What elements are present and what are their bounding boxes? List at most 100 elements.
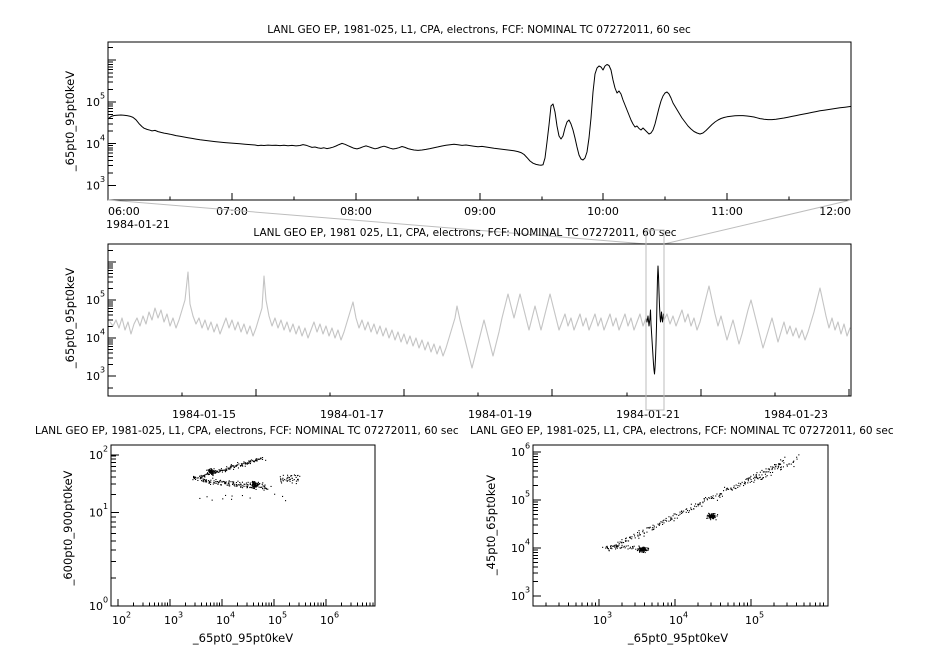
scatter-point <box>249 483 251 485</box>
scatter-point <box>796 458 798 460</box>
ytick-exponent: 5 <box>100 290 105 299</box>
scatter-point <box>703 500 705 502</box>
scatter-point <box>759 471 761 473</box>
scatter-point <box>765 476 767 478</box>
scatter-point <box>621 541 623 543</box>
scatter-point <box>643 549 645 551</box>
scatter-point <box>758 474 760 476</box>
scatter-point <box>206 473 208 475</box>
scatter-point <box>765 471 767 473</box>
scatter-point <box>749 477 751 479</box>
scatter-point <box>281 482 283 484</box>
scatter-point <box>199 476 201 478</box>
scatter-point <box>738 482 740 484</box>
scatter-point <box>721 493 723 495</box>
scatter-point <box>668 516 670 518</box>
scatter-point <box>670 519 672 521</box>
scatter-point <box>297 478 299 480</box>
scatter-point <box>658 524 660 526</box>
scatter-point <box>243 461 245 463</box>
scatter-point <box>258 458 260 460</box>
scatter-point <box>218 482 220 484</box>
scatter-point <box>197 479 199 481</box>
scatter-point <box>619 541 621 543</box>
scatter-point <box>671 517 673 519</box>
scatter-point <box>220 469 222 471</box>
scatter-point <box>780 468 782 470</box>
scatter-point <box>215 471 217 473</box>
scatter-point <box>768 468 770 470</box>
scatter-point <box>714 517 716 519</box>
scatter-point <box>219 481 221 483</box>
zoom-selection-box[interactable] <box>645 229 665 411</box>
scatter-point <box>780 459 782 461</box>
scatter-point <box>244 465 246 467</box>
scatter-point <box>229 466 231 468</box>
scatter-point <box>212 483 214 485</box>
scatter-point <box>196 477 198 479</box>
scatter-point <box>735 484 737 486</box>
scatter-point <box>793 466 795 468</box>
scatter-point <box>641 549 643 551</box>
scatter-point <box>616 547 618 549</box>
scatter-point <box>617 541 619 543</box>
scatter-point <box>216 481 218 483</box>
scatter-point <box>252 484 254 486</box>
scatter-point <box>235 465 237 467</box>
scatter-point <box>257 484 259 486</box>
scatter-point <box>786 464 788 466</box>
scatter-point <box>205 473 207 475</box>
scatter-point <box>637 532 639 534</box>
scatter-point <box>211 473 213 475</box>
scatter-point <box>628 540 630 542</box>
scatter-point <box>681 512 683 514</box>
scatter-point <box>265 459 267 461</box>
scatter-point <box>267 488 269 490</box>
scatter-point <box>777 468 779 470</box>
scatter-point <box>262 485 264 487</box>
scatter-point <box>206 480 208 482</box>
scatter-point <box>224 471 226 473</box>
scatter-point <box>262 458 264 460</box>
scatter-point <box>712 518 714 520</box>
scatter-point <box>287 476 289 478</box>
scatter-point <box>607 548 609 550</box>
scatter-point <box>709 518 711 520</box>
scatter-point <box>695 503 697 505</box>
scatter-point <box>212 473 214 475</box>
panel-timeseries-zoom: LANL GEO EP, 1981-025, L1, CPA, electron… <box>63 24 852 231</box>
scatter-point <box>209 472 211 474</box>
scatter-point <box>683 510 685 512</box>
scatter-point <box>224 470 226 472</box>
scatter-point <box>210 479 212 481</box>
scatter-point <box>707 517 709 519</box>
scatter-point <box>214 472 216 474</box>
ytick-label: 10 <box>511 590 525 603</box>
ytick-label: 10 <box>86 96 100 109</box>
ytick-exponent: 6 <box>525 442 530 451</box>
scatter-point <box>641 551 643 553</box>
scatter-point <box>204 474 206 476</box>
scatter-point <box>713 497 715 499</box>
scatter-point <box>755 477 757 479</box>
scatter-point <box>218 471 220 473</box>
scatter-point <box>285 500 287 502</box>
scatter-point <box>621 546 623 548</box>
scatter-point <box>718 495 720 497</box>
scatter-point <box>241 464 243 466</box>
scatter-point <box>235 484 237 486</box>
scatter-point <box>615 544 617 546</box>
scatter-point <box>647 549 649 551</box>
scatter-point <box>248 460 250 462</box>
scatter-point <box>208 473 210 475</box>
scatter-point <box>691 509 693 511</box>
scatter-point <box>256 485 258 487</box>
scatter-point <box>733 487 735 489</box>
scatter-point <box>225 468 227 470</box>
xtick-exponent: 6 <box>334 611 339 620</box>
scatter-point <box>737 485 739 487</box>
scatter-point <box>705 497 707 499</box>
scatter-point <box>786 465 788 467</box>
scatter-point <box>706 515 708 517</box>
scatter-point <box>632 546 634 548</box>
